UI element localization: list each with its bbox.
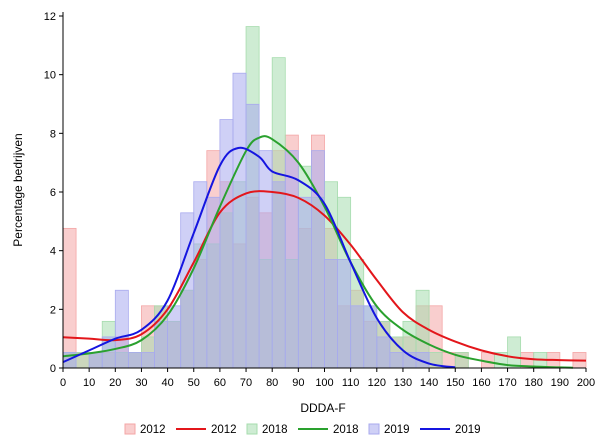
histogram-bar-2019 [376,336,391,369]
x-tick-label: 90 [292,377,304,389]
legend: 2012 2012 2018 2018 2019 2019 [124,423,481,436]
legend-label: 2019 [455,424,481,436]
y-tick-label: 8 [50,128,56,140]
x-tick-label: 50 [188,377,200,389]
density-curve-2018 [62,135,573,369]
x-tick-label: 10 [83,377,95,389]
x-tick-label: 80 [266,377,278,389]
histogram-bar-2019 [127,352,142,369]
histogram-bar-2019 [389,352,404,369]
x-tick-label: 0 [60,377,66,389]
y-tick-label: 6 [50,187,56,199]
legend-item-line-2012: 2012 [176,424,237,436]
histogram-bar-2019 [167,305,182,369]
legend-swatch [246,423,258,435]
x-tick-label: 140 [420,377,438,389]
x-tick-label: 150 [446,377,464,389]
x-tick-label: 40 [161,377,173,389]
x-axis-title: DDDA-F [300,401,345,415]
axes: 0 10 20 30 40 50 60 70 80 90 100 110 120 130 140 150 160… [44,11,595,389]
x-tick-label: 120 [368,377,386,389]
x-tick-label: 180 [525,377,543,389]
y-tick-label: 0 [50,363,56,375]
histogram-bar-2018 [507,336,522,369]
histogram-bar-2019 [271,181,286,369]
y-tick-label: 10 [44,70,56,82]
histogram-bar-2019 [284,150,299,369]
y-tick-label: 12 [44,11,56,23]
histogram-bar-2019 [114,289,129,369]
x-tick-label: 110 [342,377,360,389]
histogram-bar-2019 [297,196,312,369]
x-tick-label: 100 [315,377,333,389]
y-axis-title: Percentage bedrijven [11,133,25,246]
x-tick-label: 170 [498,377,516,389]
legend-item-bar-2019: 2019 [368,423,410,436]
x-tick-label: 30 [135,377,147,389]
legend-label: 2012 [211,424,237,436]
legend-label: 2018 [262,424,288,436]
histogram-bar-2019 [141,352,155,369]
y-tick-label: 2 [50,304,56,316]
legend-label: 2019 [384,424,410,436]
density-curves [62,135,587,369]
histogram-bar-2019 [324,259,338,369]
x-tick-label: 160 [472,377,490,389]
density-curve-2012 [62,190,587,362]
x-tick-label: 190 [551,377,569,389]
histogram-bar-2019 [245,103,260,369]
histogram-bar-2019 [258,150,273,369]
histogram-bar-2019 [219,119,234,369]
histogram-bar-2019 [311,150,325,369]
y-tick-label: 4 [50,246,56,258]
legend-item-line-2018: 2018 [298,424,359,436]
legend-label: 2012 [140,424,166,436]
legend-swatch [368,423,380,435]
x-tick-label: 130 [394,377,412,389]
legend-label: 2018 [333,424,359,436]
density-curve-2019 [62,146,456,369]
histogram-bar-2019 [193,181,208,369]
x-tick-label: 20 [109,377,121,389]
x-tick-label: 60 [214,377,226,389]
histogram-bar-2019 [88,352,103,369]
histogram-bar-2019 [350,305,365,369]
legend-swatch [124,423,136,435]
legend-item-line-2019: 2019 [420,424,481,436]
histogram-bar-2019 [337,259,352,369]
x-tick-label: 70 [240,377,252,389]
histogram-bar-2019 [232,72,247,369]
legend-item-bar-2018: 2018 [246,423,288,436]
histogram-bar-2012 [62,227,77,369]
x-tick-label: 200 [577,377,595,389]
legend-item-bar-2012: 2012 [124,423,166,436]
